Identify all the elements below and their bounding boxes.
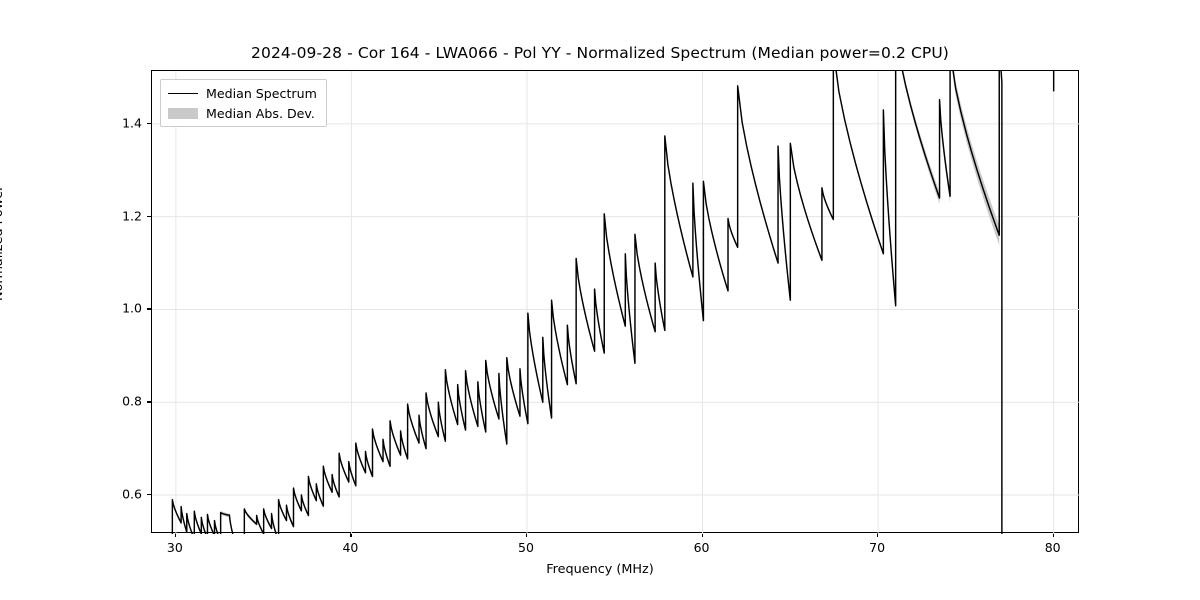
y-tick-label: 1.2 bbox=[122, 208, 142, 224]
y-tick-label: 1.0 bbox=[122, 300, 142, 316]
x-tick-label: 80 bbox=[1044, 540, 1061, 555]
mad-band bbox=[172, 71, 1002, 534]
x-tick-label: 50 bbox=[518, 540, 534, 555]
x-tick-mark bbox=[1052, 533, 1054, 537]
x-tick-mark bbox=[701, 533, 703, 537]
legend-line-swatch bbox=[168, 92, 198, 94]
x-tick-label: 60 bbox=[693, 540, 710, 555]
x-tick-mark bbox=[350, 533, 352, 537]
x-tick-mark bbox=[525, 533, 528, 537]
y-tick-mark bbox=[147, 494, 151, 496]
plot-area: Median Spectrum Median Abs. Dev. bbox=[151, 70, 1080, 534]
mad-band-area bbox=[172, 71, 1002, 534]
y-tick-mark bbox=[147, 401, 151, 403]
y-tick-mark bbox=[147, 122, 151, 125]
y-axis-label: Normalized Power bbox=[0, 185, 6, 301]
legend-label-median-spectrum: Median Spectrum bbox=[206, 85, 317, 101]
y-tick-label: 0.8 bbox=[122, 393, 142, 409]
legend-item-median-abs-dev[interactable]: Median Abs. Dev. bbox=[168, 105, 317, 121]
x-tick-label: 30 bbox=[166, 540, 183, 555]
x-axis-label: Frequency (MHz) bbox=[546, 562, 654, 577]
y-tick-label: 1.4 bbox=[122, 115, 142, 131]
median-spectrum-line bbox=[171, 71, 1003, 534]
legend-label-median-abs-dev: Median Abs. Dev. bbox=[206, 105, 315, 121]
y-tick-mark bbox=[147, 215, 151, 217]
legend-patch-swatch bbox=[168, 107, 198, 119]
grid-lines bbox=[152, 71, 1080, 534]
x-tick-mark bbox=[174, 533, 177, 537]
x-tick-mark bbox=[877, 533, 879, 537]
y-tick-label: 0.6 bbox=[122, 486, 142, 502]
x-tick-label: 40 bbox=[342, 540, 359, 555]
chart-legend[interactable]: Median Spectrum Median Abs. Dev. bbox=[160, 79, 327, 127]
spectrum-plot-svg bbox=[152, 71, 1080, 534]
y-tick-mark bbox=[147, 308, 151, 310]
x-tick-label: 70 bbox=[869, 540, 886, 555]
chart-title: 2024-09-28 - Cor 164 - LWA066 - Pol YY -… bbox=[251, 44, 949, 62]
legend-item-median-spectrum[interactable]: Median Spectrum bbox=[168, 85, 317, 101]
